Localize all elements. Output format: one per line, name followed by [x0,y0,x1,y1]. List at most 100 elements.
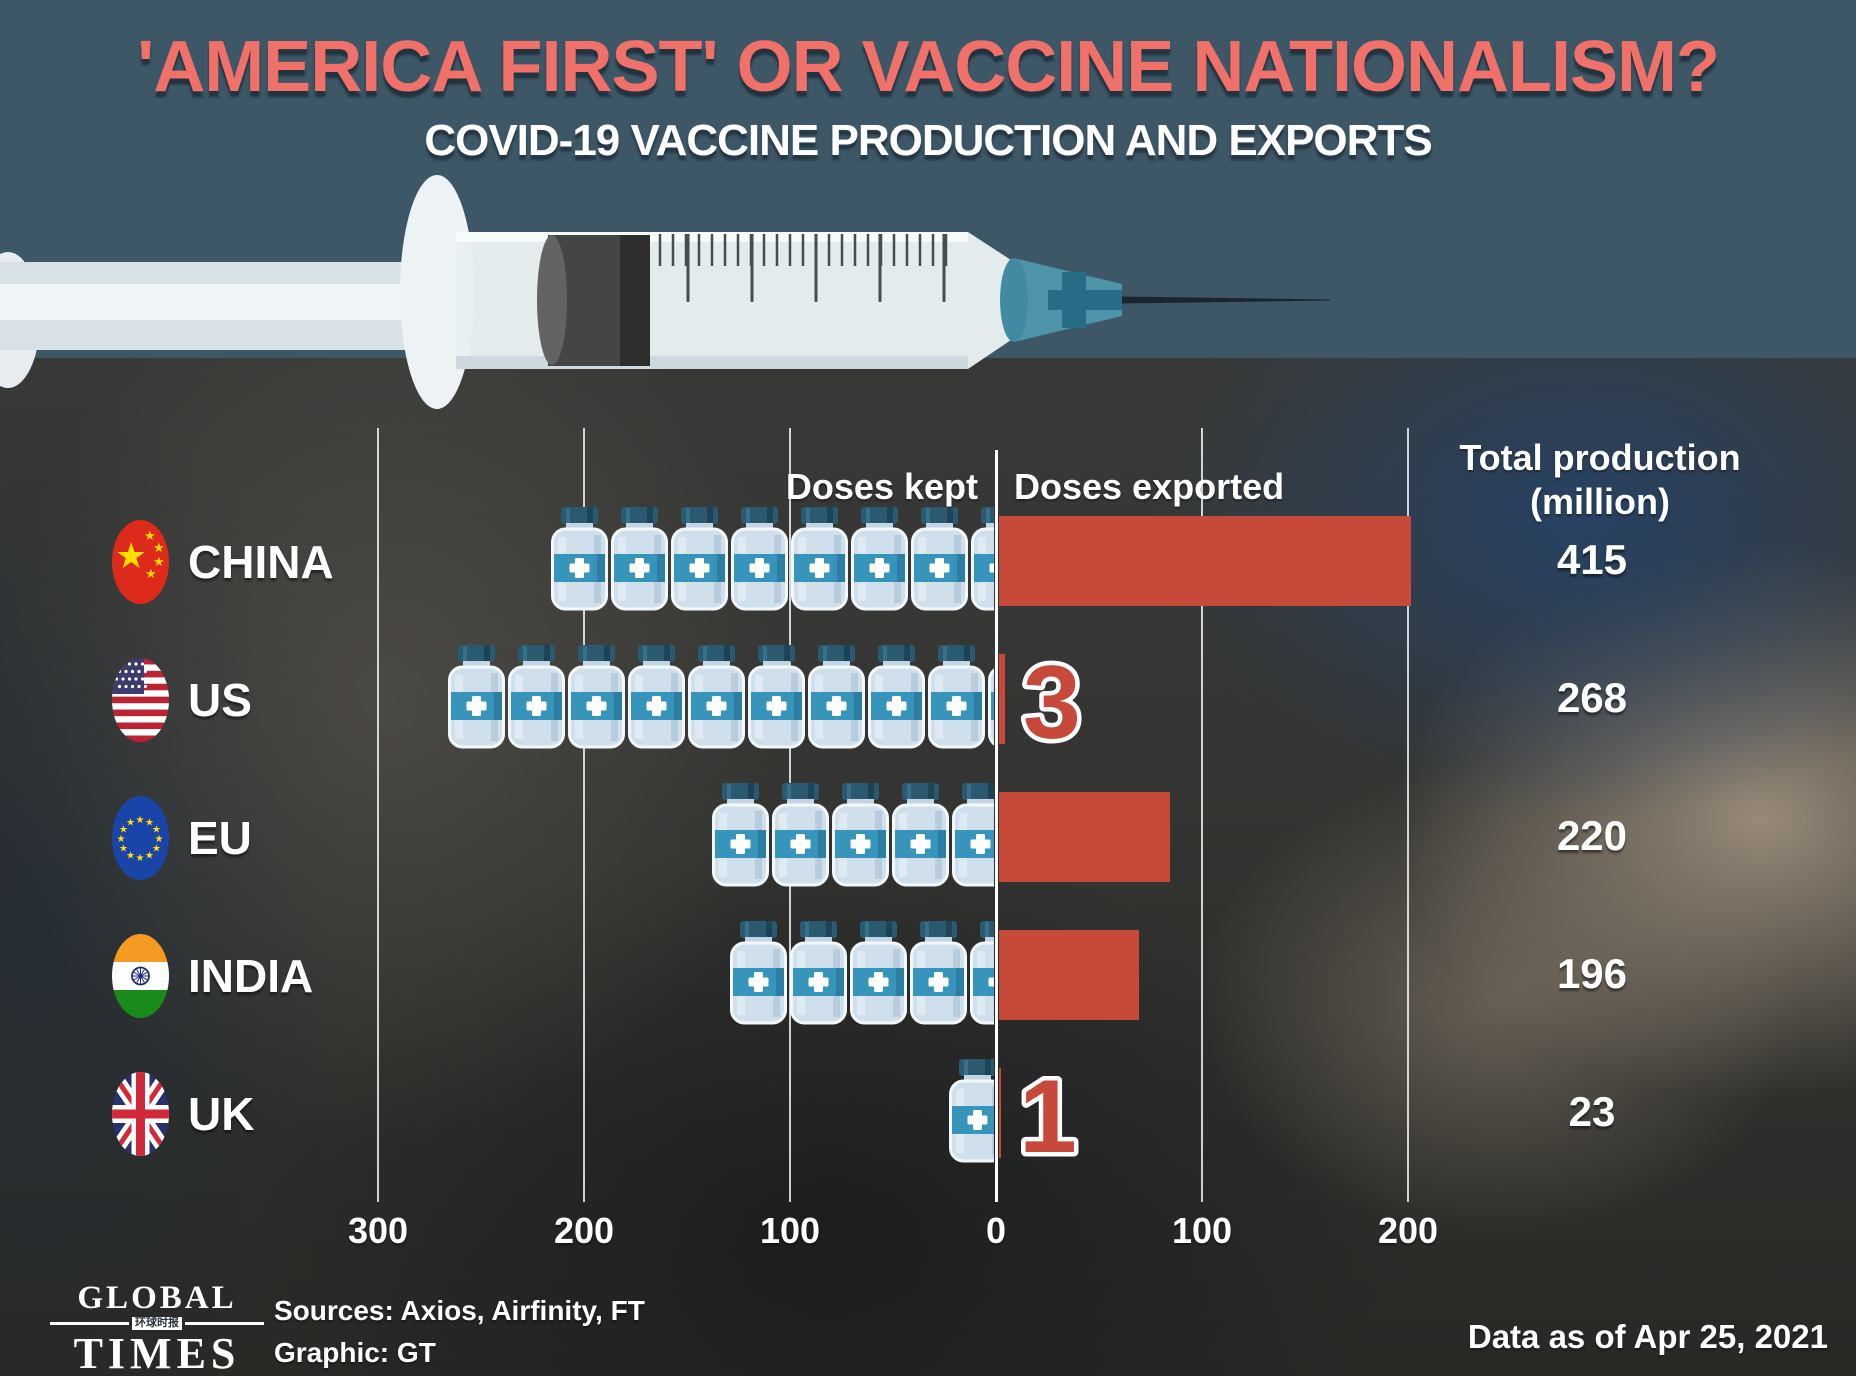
data-date-label: Data as of Apr 25, 2021 [1467,1318,1828,1355]
india-flag-icon [112,934,169,1018]
svg-text:★: ★ [136,815,145,826]
doses-kept-vials [551,507,994,613]
total-production-value: 268 [1556,674,1628,721]
svg-text:★: ★ [153,541,165,556]
country-label: UK [188,1088,255,1140]
doses-exported-bar [999,792,1170,882]
doses-kept-vials [448,645,994,751]
vaccine-vial-icon [832,783,889,887]
gridline [583,428,585,1202]
vaccine-vial-icon [791,507,848,611]
doses-exported-bar [999,516,1411,606]
vaccine-vial-icon [970,921,994,1025]
vaccine-vial-icon [568,645,625,749]
vaccine-vial-icon [949,1059,994,1163]
vaccine-vial-icon [551,507,608,611]
total-production-label: Total production [1459,437,1741,478]
vaccine-vial-icon [508,645,565,749]
svg-text:3: 3 [1023,645,1081,761]
svg-text:1: 1 [1019,1059,1077,1175]
svg-text:★: ★ [126,851,135,862]
logo-rule-right [185,1322,264,1326]
svg-text:★: ★ [145,818,154,829]
svg-text:★: ★ [144,529,156,544]
vaccine-vial-icon [448,645,505,749]
vaccine-vial-icon [730,921,787,1025]
vaccine-vial-icon [611,507,668,611]
svg-text:★: ★ [145,567,157,582]
total-production-value: 196 [1556,950,1628,997]
vaccine-vial-icon [628,645,685,749]
x-axis-tick-label: 200 [1377,1210,1439,1251]
sources-line: Sources: Axios, Airfinity, FT [274,1295,645,1326]
doses-exported-bar [999,654,1005,744]
vaccine-vial-icon [892,783,949,887]
axis-zero-line [994,450,998,1202]
doses-kept-vials [712,783,994,889]
gridline [377,428,379,1202]
x-axis-tick-label: 200 [553,1210,615,1251]
svg-text:★: ★ [126,818,135,829]
logo-chinese-name: 环球时报 [132,1317,182,1331]
total-production-value: 220 [1556,812,1628,859]
total-production-value: 415 [1556,536,1628,583]
vaccine-vial-icon [952,783,994,887]
vaccine-vial-icon [748,645,805,749]
logo-divider: 环球时报 [50,1317,264,1331]
svg-text:★: ★ [152,844,161,855]
country-label: EU [188,812,252,864]
country-label: CHINA [188,536,334,588]
svg-text:★: ★ [152,825,161,836]
vaccine-vial-icon [971,507,994,611]
svg-text:★: ★ [119,825,128,836]
page-subtitle: COVID-19 VACCINE PRODUCTION AND EXPORTS [424,116,1432,165]
vaccine-vial-icon [688,645,745,749]
global-times-logo: GLOBAL 环球时报 TIMES DISCOVER CHINA. DISCOV… [50,1282,264,1376]
vaccine-vial-icon [731,507,788,611]
x-axis-tick-label: 100 [759,1210,821,1251]
vaccine-vial-icon [790,921,847,1025]
svg-text:★: ★ [155,834,164,845]
uk-flag-icon [112,1072,169,1156]
column-header-total-production: Total production (million) [1440,436,1760,524]
doses-kept-vials [730,921,994,1027]
vaccine-vial-icon [850,921,907,1025]
vaccine-vial-icon [988,668,994,746]
logo-word-global: GLOBAL [77,1280,237,1316]
doses-exported-bar [999,930,1139,1020]
doses-exported-bar [999,1068,1001,1158]
vaccine-vial-icon [911,507,968,611]
logo-word-times: TIMES [73,1329,241,1376]
vaccine-vial-icon [808,645,865,749]
vaccine-vial-icon [868,645,925,749]
exported-value-label: 3 [1015,641,1155,767]
column-header-doses-kept: Doses kept [785,466,978,507]
syringe-graduations [658,234,948,302]
x-axis-tick-label: 300 [347,1210,409,1251]
vaccine-vial-icon [671,507,728,611]
column-header-doses-exported: Doses exported [1014,466,1285,507]
doses-kept-vials [949,1059,994,1165]
page-title: 'AMERICA FIRST' OR VACCINE NATIONALISM? [137,27,1720,107]
logo-rule-left [50,1322,129,1326]
eu-flag-icon: ★ ★ ★ ★ ★ ★ ★ ★ ★ ★ ★ ★ [112,796,169,880]
china-flag-icon: ★ ★ ★ ★ ★ [112,520,169,604]
exported-value-label: 1 [1011,1055,1151,1181]
vaccine-vial-icon [712,783,769,887]
gridline [1201,428,1203,1202]
svg-text:★: ★ [153,555,165,570]
total-production-unit: (million) [1530,480,1670,522]
us-flag-icon [112,658,169,742]
syringe-illustration [0,175,1330,409]
vaccine-vial-icon [772,783,829,887]
vaccine-vial-icon [910,921,967,1025]
svg-text:★: ★ [136,853,145,864]
vaccine-vial-icon [851,507,908,611]
total-production-value: 23 [1568,1088,1616,1135]
country-label: INDIA [188,950,314,1002]
svg-text:★: ★ [119,844,128,855]
sources-block: Sources: Axios, Airfinity, FT Graphic: G… [274,1290,645,1374]
graphic-credit-line: Graphic: GT [274,1337,436,1368]
svg-text:★: ★ [145,851,154,862]
